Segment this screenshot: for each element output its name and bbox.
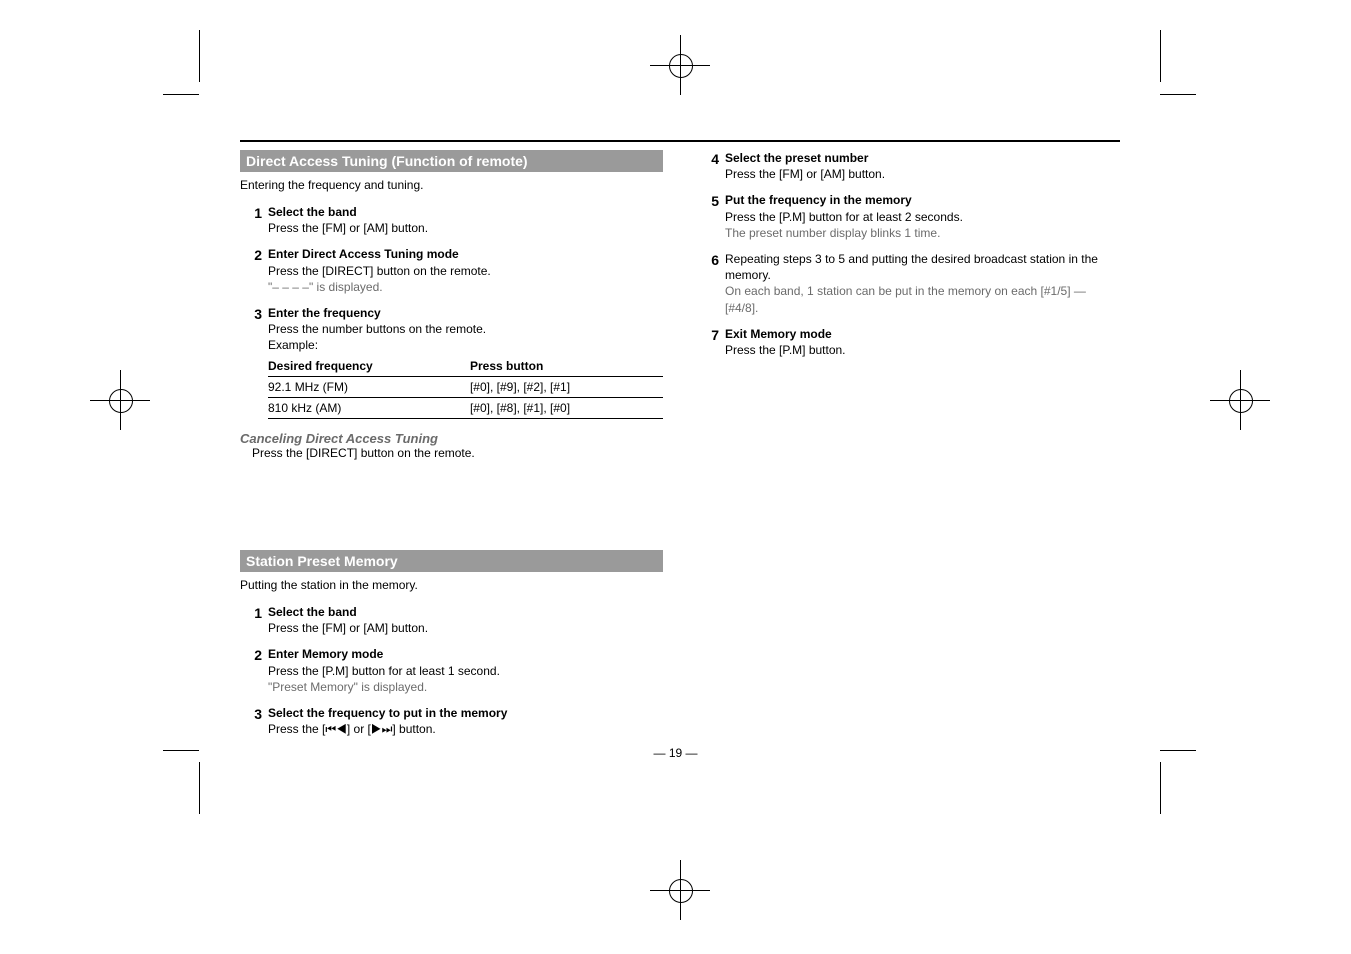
table-cell: [#0], [#8], [#1], [#0] xyxy=(470,397,663,418)
reg-mark-right xyxy=(1210,370,1270,430)
pm-step-6: 6 Repeating steps 3 to 5 and putting the… xyxy=(697,251,1120,316)
step-number: 2 xyxy=(240,246,268,295)
step-text: Press the [P.M] button. xyxy=(725,342,1120,358)
step-number: 5 xyxy=(697,192,725,241)
pm-step-7: 7 Exit Memory mode Press the [P.M] butto… xyxy=(697,326,1120,358)
table-cell: [#0], [#9], [#2], [#1] xyxy=(470,376,663,397)
pm-step-3: 3 Select the frequency to put in the mem… xyxy=(240,705,663,737)
table-head: Desired frequency xyxy=(268,356,470,377)
step-number: 7 xyxy=(697,326,725,358)
step-text: Press the [P.M] button for at least 2 se… xyxy=(725,209,1120,225)
top-rule xyxy=(240,140,1120,142)
step-text: Example: xyxy=(268,337,663,353)
cancel-heading: Canceling Direct Access Tuning xyxy=(240,431,663,446)
step-text: Press the [⏮◀] or [▶⏭] button. xyxy=(268,721,663,737)
step-note: "– – – –" is displayed. xyxy=(268,279,663,295)
direct-access-intro: Entering the frequency and tuning. xyxy=(240,178,663,192)
step-title: Select the band xyxy=(268,604,663,620)
da-step-2: 2 Enter Direct Access Tuning mode Press … xyxy=(240,246,663,295)
step-number: 6 xyxy=(697,251,725,316)
step-title: Select the band xyxy=(268,204,663,220)
page-number: — 19 — xyxy=(653,746,697,760)
step-text: Press the [FM] or [AM] button. xyxy=(268,220,663,236)
step-text: Press the [DIRECT] button on the remote. xyxy=(268,263,663,279)
step-title: Enter the frequency xyxy=(268,305,663,321)
right-column: 4 Select the preset number Press the [FM… xyxy=(697,150,1120,747)
step-title: Select the preset number xyxy=(725,150,1120,166)
step-title: Select the frequency to put in the memor… xyxy=(268,705,663,721)
reg-mark-top xyxy=(650,35,710,95)
step-text: Press the [P.M] button for at least 1 se… xyxy=(268,663,663,679)
step-number: 1 xyxy=(240,604,268,636)
step-number: 2 xyxy=(240,646,268,695)
pm-step-1: 1 Select the band Press the [FM] or [AM]… xyxy=(240,604,663,636)
step-title: Exit Memory mode xyxy=(725,326,1120,342)
step-number: 1 xyxy=(240,204,268,236)
reg-mark-bottom xyxy=(650,860,710,920)
step-text: Repeating steps 3 to 5 and putting the d… xyxy=(725,251,1120,283)
step-text: Press the [FM] or [AM] button. xyxy=(268,620,663,636)
table-cell: 810 kHz (AM) xyxy=(268,397,470,418)
pm-step-4: 4 Select the preset number Press the [FM… xyxy=(697,150,1120,182)
table-head: Press button xyxy=(470,356,663,377)
page-content: Direct Access Tuning (Function of remote… xyxy=(240,140,1120,747)
table-row: 92.1 MHz (FM) [#0], [#9], [#2], [#1] xyxy=(268,376,663,397)
da-step-1: 1 Select the band Press the [FM] or [AM]… xyxy=(240,204,663,236)
preset-header: Station Preset Memory xyxy=(240,550,663,572)
step-number: 3 xyxy=(240,705,268,737)
left-column: Direct Access Tuning (Function of remote… xyxy=(240,150,663,747)
step-number: 3 xyxy=(240,305,268,419)
step-text: Press the number buttons on the remote. xyxy=(268,321,663,337)
step-number: 4 xyxy=(697,150,725,182)
preset-intro: Putting the station in the memory. xyxy=(240,578,663,592)
reg-mark-left xyxy=(90,370,150,430)
table-cell: 92.1 MHz (FM) xyxy=(268,376,470,397)
direct-access-header: Direct Access Tuning (Function of remote… xyxy=(240,150,663,172)
table-row: 810 kHz (AM) [#0], [#8], [#1], [#0] xyxy=(268,397,663,418)
pm-step-2: 2 Enter Memory mode Press the [P.M] butt… xyxy=(240,646,663,695)
step-note: On each band, 1 station can be put in th… xyxy=(725,283,1120,315)
cancel-body: Press the [DIRECT] button on the remote. xyxy=(252,446,663,460)
da-step-3: 3 Enter the frequency Press the number b… xyxy=(240,305,663,419)
step-note: "Preset Memory" is displayed. xyxy=(268,679,663,695)
step-title: Enter Memory mode xyxy=(268,646,663,662)
pm-step-5: 5 Put the frequency in the memory Press … xyxy=(697,192,1120,241)
step-text: Press the [FM] or [AM] button. xyxy=(725,166,1120,182)
step-note: The preset number display blinks 1 time. xyxy=(725,225,1120,241)
step-title: Enter Direct Access Tuning mode xyxy=(268,246,663,262)
frequency-table: Desired frequency Press button 92.1 MHz … xyxy=(268,356,663,420)
step-title: Put the frequency in the memory xyxy=(725,192,1120,208)
